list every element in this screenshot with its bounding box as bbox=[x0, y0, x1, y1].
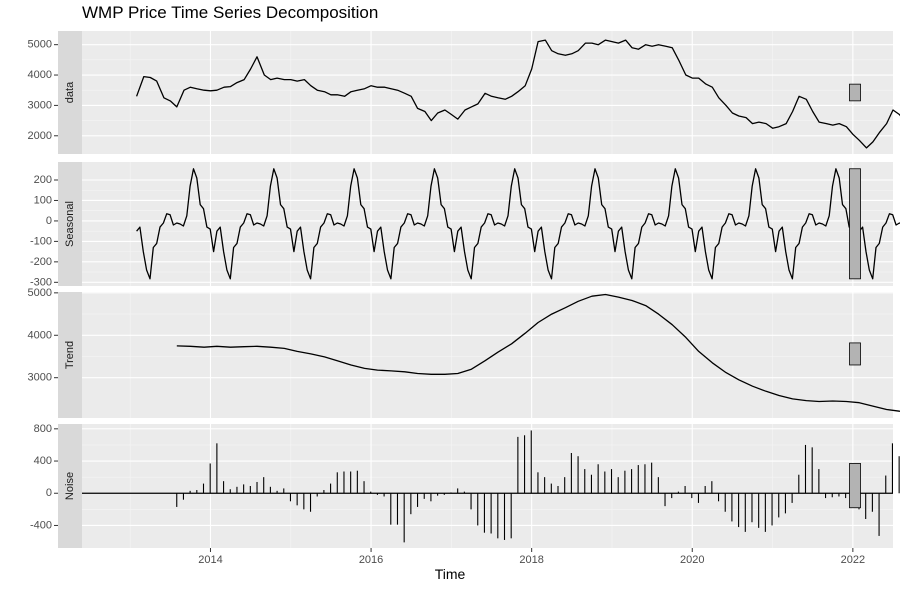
series-line-data bbox=[135, 39, 900, 149]
strip-label-seasonal: Seasonal bbox=[64, 201, 76, 247]
range-bar bbox=[849, 168, 861, 280]
x-tick-label: 2014 bbox=[198, 554, 222, 566]
y-tick-label: 0 bbox=[46, 487, 52, 499]
y-tick-label: 4000 bbox=[28, 69, 52, 81]
y-tick-label: -100 bbox=[30, 235, 52, 247]
range-bar bbox=[849, 342, 861, 366]
x-tick-label: 2022 bbox=[841, 554, 865, 566]
strip-background bbox=[58, 292, 82, 418]
panel-trend: Trend 3000 4000 5000 bbox=[28, 287, 900, 418]
x-axis-title: Time bbox=[434, 566, 466, 582]
panel-background bbox=[82, 31, 893, 154]
y-tick-label: 4000 bbox=[28, 329, 52, 341]
strip-background bbox=[58, 424, 82, 548]
y-tick-label: 200 bbox=[34, 174, 52, 186]
y-tick-label: 5000 bbox=[28, 39, 52, 51]
y-tick-label: 0 bbox=[46, 215, 52, 227]
y-tick-label: -400 bbox=[30, 519, 52, 531]
panel-data: data 2000 3000 4000 5000 bbox=[28, 31, 900, 154]
y-tick-label: 5000 bbox=[28, 287, 52, 299]
y-tick-label: 3000 bbox=[28, 372, 52, 384]
series-line-trend bbox=[176, 293, 900, 412]
panel-seasonal: Seasonal -300 -200 -100 0 100 200 bbox=[30, 162, 900, 288]
y-tick-label: 3000 bbox=[28, 99, 52, 111]
y-tick-label: 100 bbox=[34, 194, 52, 206]
range-bar bbox=[849, 463, 861, 509]
range-bar bbox=[849, 83, 861, 102]
strip-background bbox=[58, 31, 82, 154]
x-tick-label: 2018 bbox=[519, 554, 543, 566]
panel-background bbox=[82, 292, 893, 418]
y-tick-label: 2000 bbox=[28, 130, 52, 142]
y-tick-label: 400 bbox=[34, 455, 52, 467]
panel-background bbox=[82, 162, 893, 286]
panel-noise: Noise -400 0 400 800 2014 2016 2018 2020 2022 bbox=[30, 423, 900, 566]
strip-label-data: data bbox=[64, 81, 76, 103]
y-tick-label: -200 bbox=[30, 256, 52, 268]
y-tick-label: 800 bbox=[34, 423, 52, 435]
strip-label-trend: Trend bbox=[64, 341, 76, 369]
x-tick-label: 2020 bbox=[680, 554, 704, 566]
chart-title: WMP Price Time Series Decomposition bbox=[82, 3, 379, 22]
strip-background bbox=[58, 162, 82, 286]
strip-label-noise: Noise bbox=[64, 472, 76, 500]
x-tick-label: 2016 bbox=[359, 554, 383, 566]
series-line-seasonal bbox=[136, 168, 900, 280]
y-tick-label: -300 bbox=[30, 276, 52, 288]
